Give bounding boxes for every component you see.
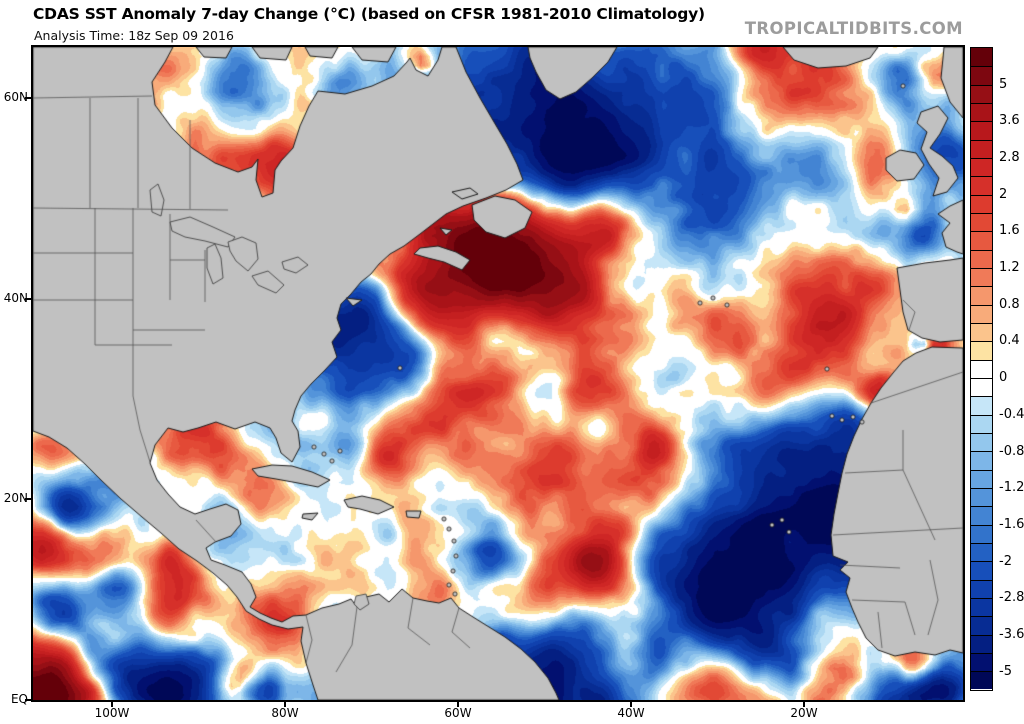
colorbar-segment bbox=[971, 469, 992, 488]
colorbar-segment bbox=[971, 157, 992, 177]
colorbar-segment bbox=[971, 579, 992, 598]
colorbar-tick-label: 5 bbox=[999, 76, 1008, 92]
colorbar-segment bbox=[971, 432, 992, 452]
map-frame bbox=[31, 45, 965, 702]
colorbar-segment bbox=[971, 121, 992, 140]
lat-tick-mark bbox=[25, 498, 32, 500]
colorbar-segment bbox=[971, 652, 992, 672]
colorbar-tick-label: 1.6 bbox=[999, 223, 1020, 239]
analysis-time: Analysis Time: 18z Sep 09 2016 bbox=[34, 28, 234, 43]
lon-tick-label: 80W bbox=[271, 706, 299, 720]
colorbar-segment bbox=[971, 414, 992, 433]
colorbar-segment bbox=[971, 176, 992, 195]
colorbar-segment bbox=[971, 561, 992, 580]
colorbar-tick-label: 2.8 bbox=[999, 150, 1020, 166]
colorbar-tick-label: 2 bbox=[999, 186, 1008, 202]
lon-tick-mark bbox=[803, 701, 805, 707]
lon-tick-mark bbox=[284, 701, 286, 707]
brand-watermark: TROPICALTIDBITS.COM bbox=[744, 19, 963, 38]
lon-tick-mark bbox=[111, 701, 113, 707]
lon-tick-label: 60W bbox=[444, 706, 472, 720]
colorbar-tick-label: 0.8 bbox=[999, 296, 1020, 312]
page-title: CDAS SST Anomaly 7-day Change (°C) (base… bbox=[33, 5, 705, 23]
colorbar bbox=[970, 47, 993, 691]
colorbar-tick-label: 1.2 bbox=[999, 260, 1020, 276]
colorbar-segment bbox=[971, 267, 992, 287]
colorbar-tick-label: -1.2 bbox=[999, 480, 1024, 496]
colorbar-segment bbox=[971, 322, 992, 342]
colorbar-tick-label: -3.6 bbox=[999, 626, 1024, 642]
colorbar-segment bbox=[971, 48, 992, 67]
colorbar-segment bbox=[971, 506, 992, 525]
colorbar-segment bbox=[971, 396, 992, 415]
colorbar-segment bbox=[971, 102, 992, 122]
colorbar-segment bbox=[971, 616, 992, 635]
lat-tick-label: 60N bbox=[3, 90, 28, 104]
lon-tick-label: 100W bbox=[94, 706, 130, 720]
lon-tick-label: 20W bbox=[790, 706, 818, 720]
colorbar-segment bbox=[971, 487, 992, 507]
colorbar-tick-label: 3.6 bbox=[999, 113, 1020, 129]
colorbar-segment bbox=[971, 66, 992, 85]
colorbar-tick-label: -2 bbox=[999, 553, 1012, 569]
colorbar-tick-label: -0.4 bbox=[999, 406, 1024, 422]
colorbar-tick-label: -1.6 bbox=[999, 516, 1024, 532]
colorbar-segment bbox=[971, 231, 992, 250]
colorbar-segment bbox=[971, 139, 992, 158]
lon-tick-mark bbox=[457, 701, 459, 707]
lat-tick-label: 40N bbox=[3, 291, 28, 305]
lat-tick-label: 20N bbox=[3, 491, 28, 505]
colorbar-segment bbox=[971, 377, 992, 397]
lat-tick-mark bbox=[25, 699, 32, 701]
colorbar-tick-label: 0.4 bbox=[999, 333, 1020, 349]
colorbar-segment bbox=[971, 542, 992, 562]
colorbar-segment bbox=[971, 359, 992, 378]
colorbar-tick-label: -0.8 bbox=[999, 443, 1024, 459]
colorbar-tick-label: -2.8 bbox=[999, 590, 1024, 606]
lon-tick-mark bbox=[630, 701, 632, 707]
colorbar-segment bbox=[971, 304, 992, 323]
colorbar-segment bbox=[971, 634, 992, 653]
colorbar-segment bbox=[971, 194, 992, 213]
colorbar-segment bbox=[971, 341, 992, 360]
colorbar-segment bbox=[971, 249, 992, 268]
colorbar-tick-label: -5 bbox=[999, 663, 1012, 679]
lat-tick-label: EQ bbox=[10, 692, 28, 706]
colorbar-segment bbox=[971, 671, 992, 690]
colorbar-segment bbox=[971, 84, 992, 103]
colorbar-segment bbox=[971, 597, 992, 617]
colorbar-tick-label: 0 bbox=[999, 370, 1008, 386]
lat-tick-mark bbox=[25, 298, 32, 300]
colorbar-segment bbox=[971, 212, 992, 232]
colorbar-segment bbox=[971, 524, 992, 543]
sst-anomaly-map bbox=[33, 47, 963, 700]
lat-tick-mark bbox=[25, 97, 32, 99]
colorbar-segment bbox=[971, 451, 992, 470]
colorbar-segment bbox=[971, 286, 992, 305]
lon-tick-label: 40W bbox=[617, 706, 645, 720]
